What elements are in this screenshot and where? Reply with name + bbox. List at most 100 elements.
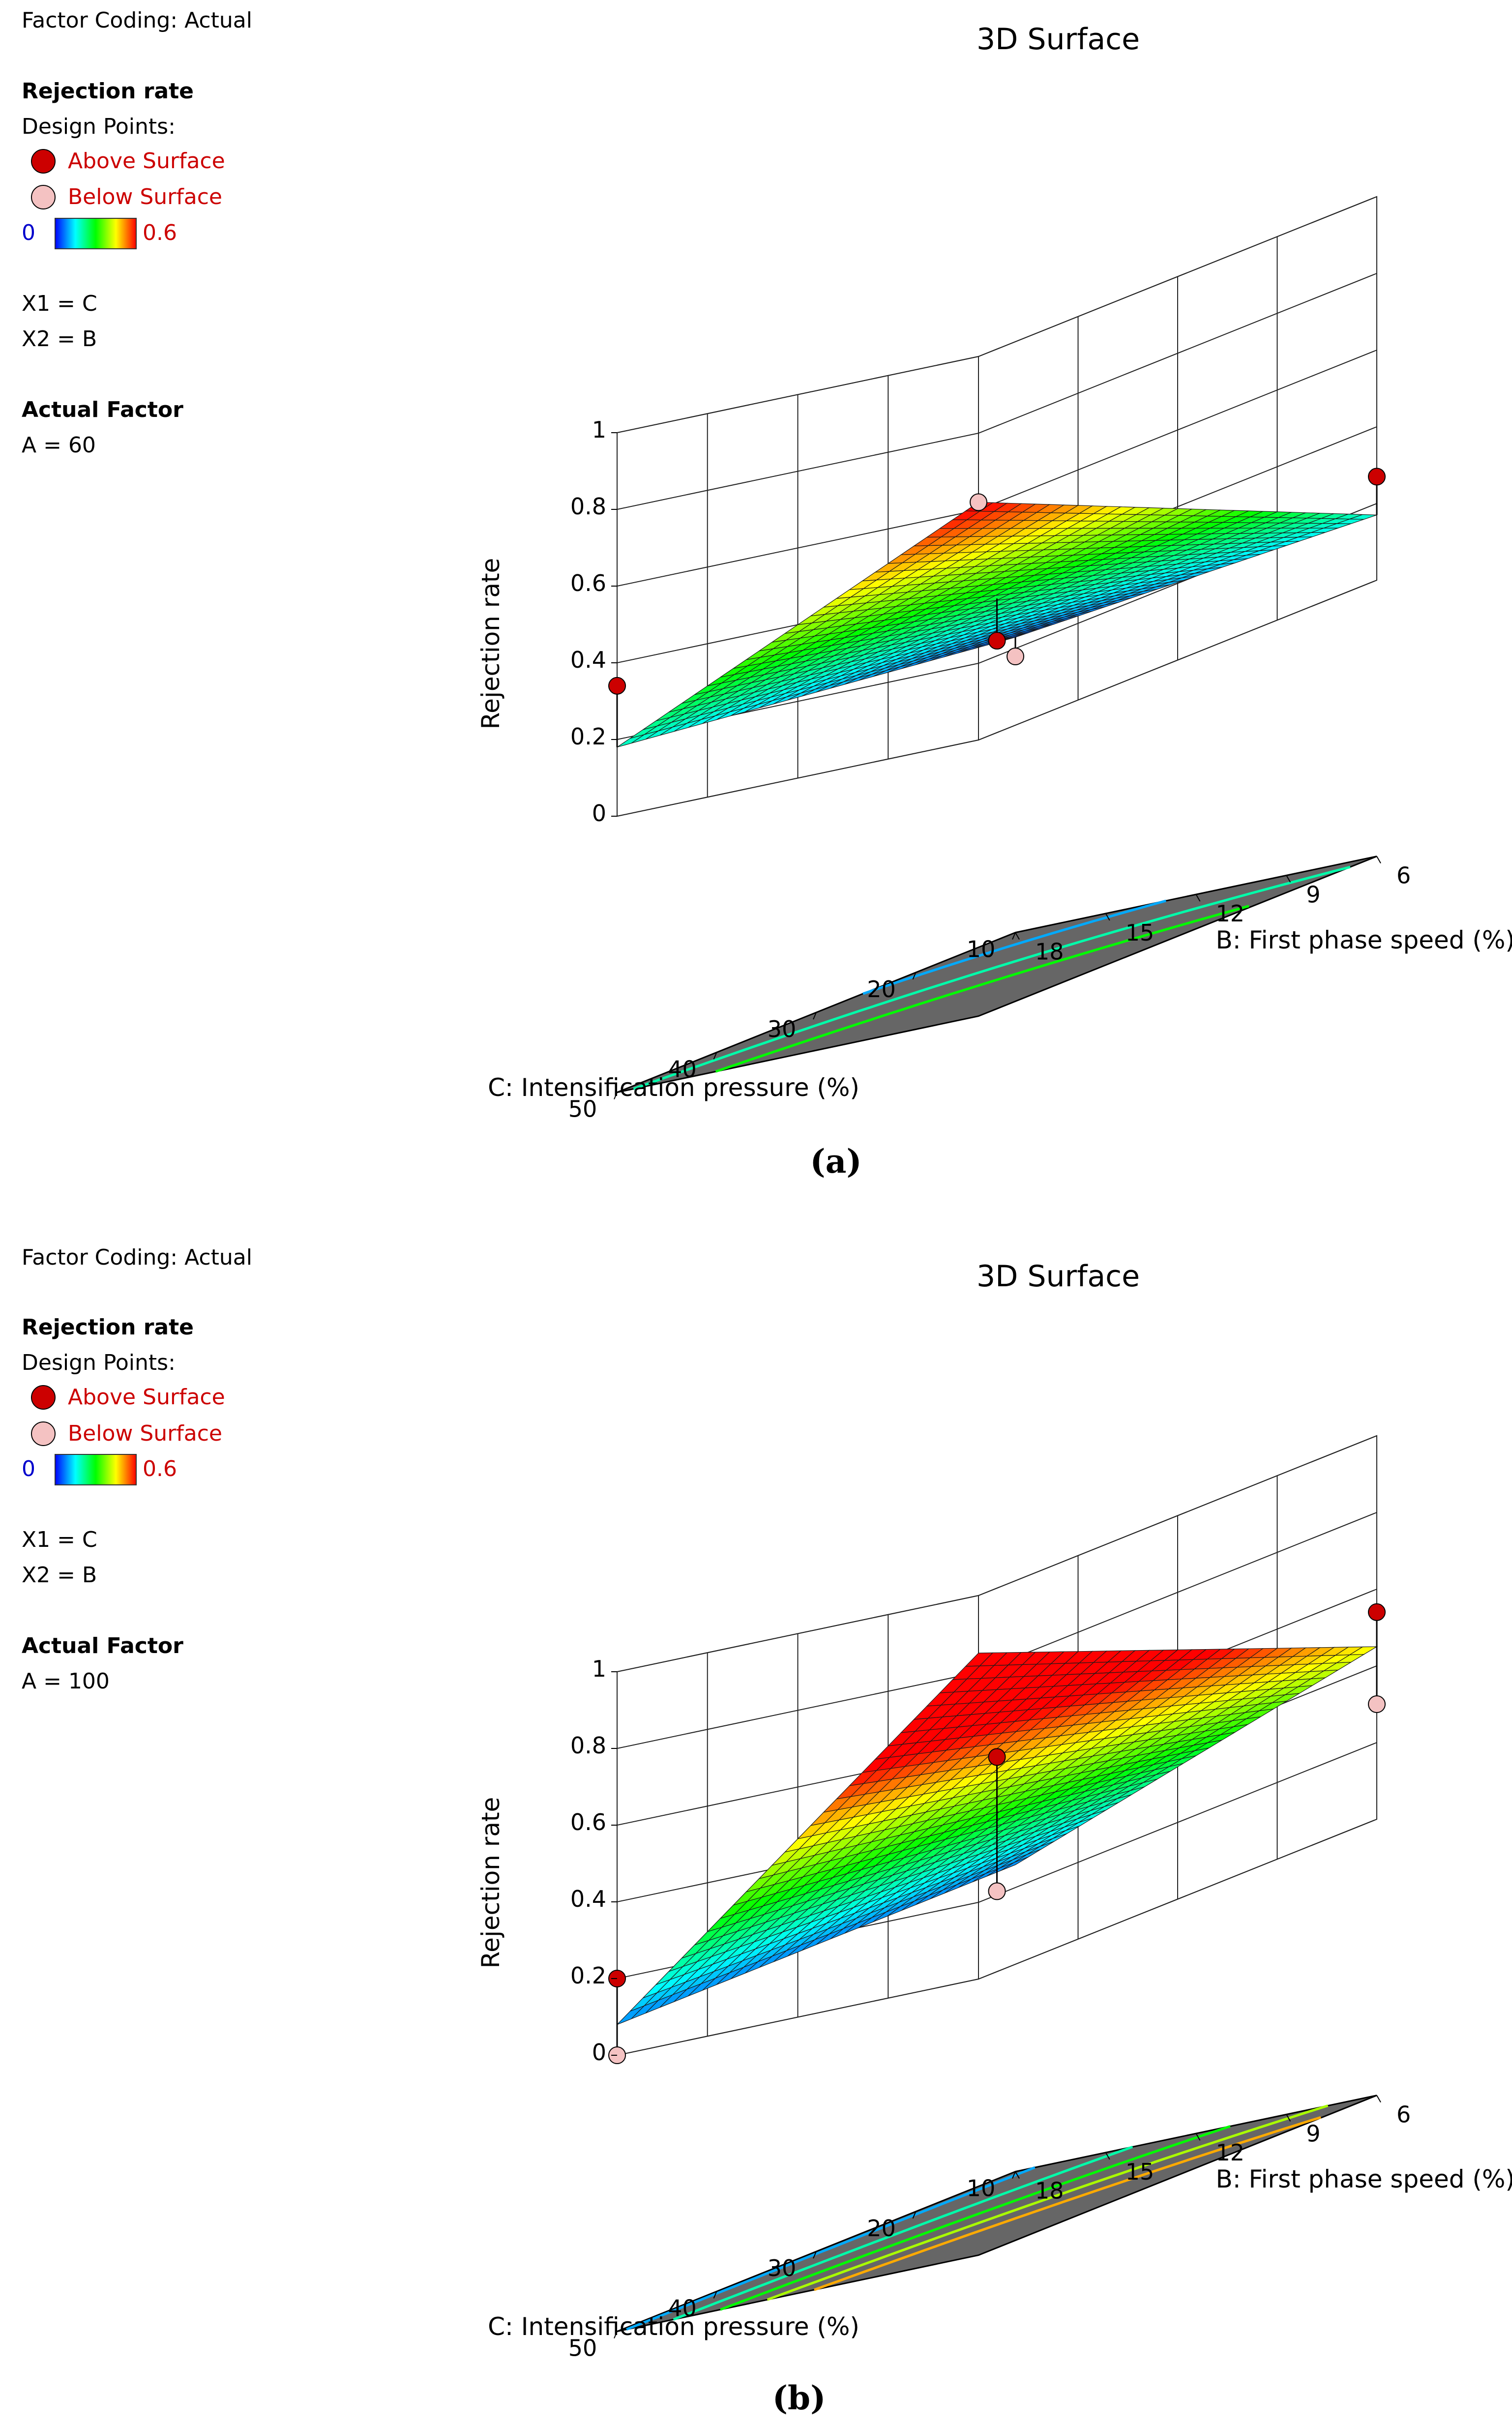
actual-factor-heading: Actual Factor — [22, 1633, 183, 1658]
y-tick — [1376, 856, 1381, 864]
x-tick — [1012, 2171, 1016, 2179]
caption-b: (b) — [772, 2379, 826, 2417]
z-axis-label: Rejection rate — [476, 1797, 505, 1969]
x1-assignment: X1 = C — [22, 1527, 97, 1552]
x-tick-label: 10 — [967, 2175, 996, 2202]
actual-factor-heading: Actual Factor — [22, 397, 183, 422]
design-point — [1368, 1603, 1386, 1621]
legend-panel-a: Factor Coding: Actual Rejection rate Des… — [22, 8, 252, 458]
design-point — [988, 1882, 1006, 1900]
x-tick — [614, 1092, 618, 1099]
design-point — [1368, 468, 1386, 486]
design-point — [988, 632, 1006, 650]
contour-line — [767, 2104, 1329, 2301]
z-tick-label: 1 — [592, 416, 606, 443]
colorbar-min-label: 0 — [22, 1456, 35, 1481]
z-gridline — [617, 1435, 1377, 1672]
x-tick-label: 50 — [568, 1096, 597, 1123]
y-tick — [1195, 2133, 1201, 2141]
x-tick-label: 50 — [568, 2335, 597, 2362]
colorbar-min-label: 0 — [22, 220, 35, 245]
z-tick-label: 0.4 — [570, 1886, 606, 1912]
z-tick-label: 0.6 — [570, 570, 606, 596]
x-tick — [813, 1012, 817, 1020]
y-axis: 6 9 12 15 18 — [1015, 2095, 1411, 2204]
response-surface — [617, 502, 1377, 748]
chart-title: 3D Surface — [977, 1259, 1140, 1294]
y-tick — [1286, 875, 1291, 883]
response-surface — [617, 1646, 1378, 2025]
z-tick-label: 0 — [592, 2039, 606, 2066]
below-surface-label: Below Surface — [68, 1421, 222, 1446]
y-tick — [1195, 894, 1201, 902]
factor-coding: Factor Coding: Actual — [22, 8, 252, 33]
z-tick-label: 0.4 — [570, 647, 606, 673]
y-tick-label: 15 — [1126, 2159, 1155, 2185]
factor-coding: Factor Coding: Actual — [22, 1245, 252, 1270]
below-surface-swatch — [31, 1421, 56, 1446]
contour-line — [626, 2166, 1036, 2331]
caption-a: (a) — [810, 1142, 861, 1181]
z-gridline — [617, 273, 1377, 510]
actual-factor-value: A = 100 — [22, 1669, 110, 1694]
design-points — [608, 468, 1386, 747]
x-axis-label: C: Intensification pressure (%) — [488, 1073, 860, 1102]
floor-contours — [626, 2104, 1329, 2331]
design-points-label: Design Points: — [22, 114, 176, 139]
x-axis: 10 20 30 40 50 — [568, 932, 1016, 1123]
y-tick-label: 12 — [1216, 900, 1245, 927]
y-axis: 6 9 12 15 18 — [1015, 856, 1411, 965]
x2-assignment: X2 = B — [22, 1563, 97, 1588]
y-tick-label: 6 — [1396, 862, 1411, 889]
x-tick-label: 20 — [867, 976, 896, 1003]
contour-line — [715, 905, 1249, 1073]
x1-assignment: X1 = C — [22, 291, 97, 316]
z-tick-label: 0.8 — [570, 1732, 606, 1759]
surface-chart-a: 3D Surface 0 0.2 0.4 0.6 0.8 1 Rejection rate 10… — [476, 22, 1512, 1123]
y-tick-label: 9 — [1306, 2120, 1320, 2147]
x-axis-label: C: Intensification pressure (%) — [488, 2312, 860, 2341]
surface-chart-b: 3D Surface 0 0.2 0.4 0.6 0.8 1 Rejection rate 10… — [476, 1259, 1512, 2362]
design-point — [1007, 648, 1024, 665]
y-axis-label: B: First phase speed (%) — [1216, 926, 1512, 954]
x-tick — [713, 2291, 717, 2299]
z-gridline — [617, 196, 1377, 433]
contour-line — [633, 865, 1351, 1090]
y-tick — [1105, 2152, 1110, 2160]
x-tick-label: 20 — [867, 2215, 896, 2242]
z-axis-label: Rejection rate — [476, 558, 505, 730]
colorbar-max-label: 0.6 — [143, 220, 177, 245]
x-axis: 10 20 30 40 50 — [568, 2171, 1016, 2362]
x-tick — [912, 2211, 917, 2219]
design-point — [970, 493, 987, 511]
y-tick-label: 6 — [1396, 2101, 1411, 2128]
y-tick-label: 18 — [1035, 939, 1064, 965]
y-axis-label: B: First phase speed (%) — [1216, 2165, 1512, 2193]
y-tick — [1015, 932, 1020, 940]
x-tick-label: 10 — [967, 936, 996, 963]
y-tick-label: 15 — [1126, 919, 1155, 946]
design-point — [608, 677, 626, 695]
response-title: Rejection rate — [22, 1315, 194, 1340]
x-tick — [713, 1052, 717, 1060]
z-tick-label: 0.6 — [570, 1809, 606, 1835]
surface-cell — [1001, 1857, 1029, 1871]
z-tick-label: 0.8 — [570, 493, 606, 520]
below-surface-swatch — [31, 185, 56, 209]
y-tick — [1286, 2114, 1291, 2122]
design-point — [988, 1748, 1006, 1766]
x-tick — [614, 2331, 618, 2338]
colorbar-max-label: 0.6 — [143, 1456, 177, 1481]
x-tick — [912, 972, 917, 980]
x-tick-label: 30 — [768, 1016, 797, 1042]
y-tick — [1376, 2095, 1381, 2103]
z-tick-label: 0 — [592, 800, 606, 827]
design-points-label: Design Points: — [22, 1350, 176, 1375]
colorbar — [55, 218, 137, 249]
y-tick-label: 18 — [1035, 2178, 1064, 2204]
floor-plane — [617, 856, 1377, 1094]
above-surface-swatch — [31, 149, 56, 174]
y-tick — [1015, 2171, 1020, 2179]
y-tick — [1105, 913, 1110, 921]
